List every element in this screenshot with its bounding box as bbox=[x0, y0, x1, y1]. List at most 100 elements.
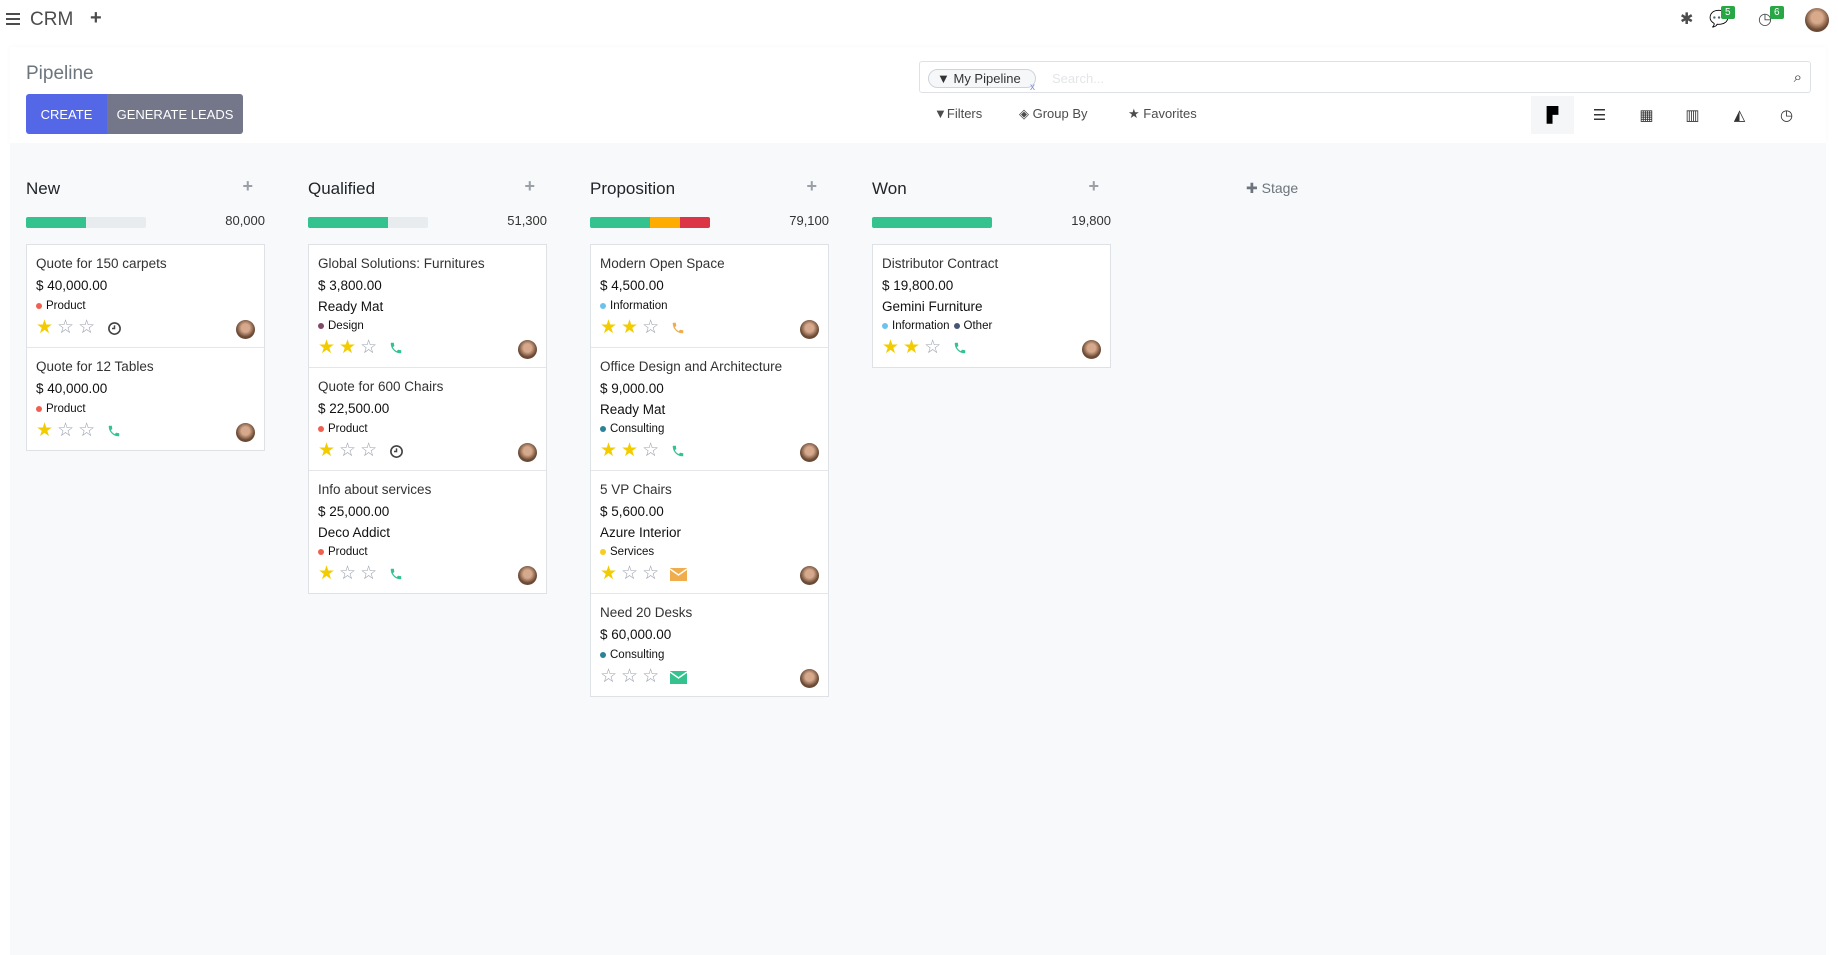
priority-star-icon[interactable]: ★ bbox=[621, 440, 639, 461]
list-view-icon[interactable]: ☰ bbox=[1592, 107, 1607, 124]
column-title[interactable]: Proposition bbox=[590, 179, 676, 198]
app-name[interactable]: CRM bbox=[30, 9, 74, 30]
search-bar[interactable]: ▼ My Pipeline x ⌕ bbox=[919, 61, 1811, 93]
priority-star-icon[interactable]: ☆ bbox=[57, 420, 75, 441]
lead-card[interactable]: Info about services $ 25,000.00 Deco Add… bbox=[309, 471, 546, 593]
priority-star-icon[interactable]: ☆ bbox=[57, 317, 75, 338]
priority-star-icon[interactable]: ★ bbox=[339, 337, 357, 358]
tag-label: Product bbox=[328, 423, 368, 435]
envelope-activity-icon[interactable] bbox=[669, 565, 687, 583]
priority-star-icon[interactable]: ☆ bbox=[642, 666, 660, 687]
lead-card[interactable]: 5 VP Chairs $ 5,600.00 Azure Interior Se… bbox=[591, 471, 828, 594]
activity-view-icon[interactable]: ◷ bbox=[1779, 107, 1794, 124]
column-total: 79,100 bbox=[789, 213, 829, 228]
priority-star-icon[interactable]: ★ bbox=[36, 420, 54, 441]
pivot-view-icon[interactable]: ▥ bbox=[1685, 107, 1700, 124]
priority-star-icon[interactable]: ☆ bbox=[360, 337, 378, 358]
priority-star-icon[interactable]: ★ bbox=[600, 563, 618, 584]
add-stage-button[interactable]: ✚ Stage bbox=[1246, 180, 1298, 197]
card-footer: ★ ★ ☆ bbox=[318, 335, 537, 361]
phone-activity-icon[interactable] bbox=[669, 319, 687, 337]
phone-activity-icon[interactable] bbox=[105, 422, 123, 440]
group-by-button[interactable]: ◈ Group By bbox=[1019, 106, 1088, 122]
quick-add-plus-icon[interactable]: + bbox=[524, 176, 535, 196]
filters-button[interactable]: ▼Filters bbox=[934, 106, 982, 121]
tag-label: Consulting bbox=[610, 649, 665, 661]
quick-add-plus-icon[interactable]: + bbox=[806, 176, 817, 196]
priority-star-icon[interactable]: ☆ bbox=[642, 563, 660, 584]
favorites-button[interactable]: ★ Favorites bbox=[1128, 106, 1197, 122]
column-title[interactable]: Won bbox=[872, 179, 907, 198]
quick-add-plus-icon[interactable]: + bbox=[1088, 176, 1099, 196]
phone-activity-icon[interactable] bbox=[669, 442, 687, 460]
priority-star-icon[interactable]: ☆ bbox=[78, 420, 96, 441]
lead-name: Distributor Contract bbox=[882, 256, 999, 271]
lead-card[interactable]: Global Solutions: Furnitures $ 3,800.00 … bbox=[309, 245, 546, 368]
lead-card[interactable]: Quote for 12 Tables $ 40,000.00 Product … bbox=[27, 348, 264, 450]
priority-star-icon[interactable]: ★ bbox=[36, 317, 54, 338]
priority-star-icon[interactable]: ☆ bbox=[360, 440, 378, 461]
phone-activity-icon[interactable] bbox=[387, 565, 405, 583]
debug-bug-icon[interactable]: ✱ bbox=[1680, 11, 1694, 28]
kanban-view-icon[interactable]: ▛ bbox=[1531, 96, 1574, 134]
lead-card[interactable]: Distributor Contract $ 19,800.00 Gemini … bbox=[873, 245, 1110, 367]
priority-star-icon[interactable]: ★ bbox=[621, 317, 639, 338]
search-facet[interactable]: ▼ My Pipeline bbox=[928, 69, 1036, 88]
clock-activity-icon[interactable] bbox=[105, 319, 123, 337]
progress-segment[interactable] bbox=[650, 217, 680, 228]
phone-activity-icon[interactable] bbox=[951, 339, 969, 357]
priority-star-icon[interactable]: ☆ bbox=[360, 563, 378, 584]
priority-star-icon[interactable]: ★ bbox=[318, 563, 336, 584]
calendar-view-icon[interactable]: ▦ bbox=[1639, 107, 1654, 124]
priority-star-icon[interactable]: ★ bbox=[318, 440, 336, 461]
search-input[interactable] bbox=[1052, 68, 1752, 88]
column-title[interactable]: New bbox=[26, 179, 61, 198]
lead-card[interactable]: Need 20 Desks $ 60,000.00 Consulting ☆ ☆ ☆ bbox=[591, 594, 828, 696]
column-progress-bar[interactable] bbox=[26, 217, 146, 228]
lead-card[interactable]: Modern Open Space $ 4,500.00 Information… bbox=[591, 245, 828, 348]
priority-star-icon[interactable]: ☆ bbox=[621, 666, 639, 687]
tag-color-dot bbox=[36, 302, 42, 309]
priority-star-icon[interactable]: ☆ bbox=[924, 337, 942, 358]
priority-star-icon[interactable]: ☆ bbox=[642, 440, 660, 461]
priority-star-icon[interactable]: ☆ bbox=[600, 666, 618, 687]
messages-chat-icon[interactable]: 💬 5 bbox=[1709, 6, 1735, 29]
progress-segment[interactable] bbox=[26, 217, 86, 228]
user-avatar[interactable] bbox=[1805, 8, 1829, 32]
activities-clock-icon[interactable]: ◷ 6 bbox=[1758, 6, 1784, 29]
graph-view-icon[interactable]: ◭ bbox=[1733, 107, 1746, 124]
column-title[interactable]: Qualified bbox=[308, 179, 376, 198]
phone-activity-icon[interactable] bbox=[387, 339, 405, 357]
lead-card[interactable]: Quote for 600 Chairs $ 22,500.00 Product… bbox=[309, 368, 546, 471]
create-button[interactable]: CREATE bbox=[26, 94, 107, 134]
hamburger-menu-icon[interactable] bbox=[6, 13, 20, 25]
priority-star-icon[interactable]: ☆ bbox=[621, 563, 639, 584]
progress-segment[interactable] bbox=[590, 217, 650, 228]
priority-star-icon[interactable]: ★ bbox=[903, 337, 921, 358]
lead-amount: $ 5,600.00 bbox=[600, 504, 664, 519]
priority-star-icon[interactable]: ★ bbox=[600, 440, 618, 461]
priority-star-icon[interactable]: ★ bbox=[882, 337, 900, 358]
column-progress-bar[interactable] bbox=[308, 217, 428, 228]
priority-star-icon[interactable]: ☆ bbox=[339, 563, 357, 584]
priority-star-icon[interactable]: ☆ bbox=[339, 440, 357, 461]
envelope-activity-icon[interactable] bbox=[669, 668, 687, 686]
priority-star-icon[interactable]: ★ bbox=[318, 337, 336, 358]
lead-tags: Design bbox=[318, 317, 537, 335]
lead-card[interactable]: Office Design and Architecture $ 9,000.0… bbox=[591, 348, 828, 471]
clock-activity-icon[interactable] bbox=[387, 442, 405, 460]
progress-segment[interactable] bbox=[872, 217, 992, 228]
progress-segment[interactable] bbox=[680, 217, 710, 228]
column-progress-bar[interactable] bbox=[590, 217, 710, 228]
generate-leads-button[interactable]: GENERATE LEADS bbox=[107, 94, 243, 134]
remove-facet-icon[interactable]: x bbox=[1030, 82, 1035, 93]
search-icon[interactable]: ⌕ bbox=[1793, 69, 1802, 86]
priority-star-icon[interactable]: ☆ bbox=[642, 317, 660, 338]
progress-segment[interactable] bbox=[308, 217, 389, 228]
priority-star-icon[interactable]: ★ bbox=[600, 317, 618, 338]
priority-star-icon[interactable]: ☆ bbox=[78, 317, 96, 338]
quick-create-plus-icon[interactable]: + bbox=[90, 7, 102, 29]
lead-card[interactable]: Quote for 150 carpets $ 40,000.00 Produc… bbox=[27, 245, 264, 348]
column-progress-bar[interactable] bbox=[872, 217, 992, 228]
quick-add-plus-icon[interactable]: + bbox=[242, 176, 253, 196]
